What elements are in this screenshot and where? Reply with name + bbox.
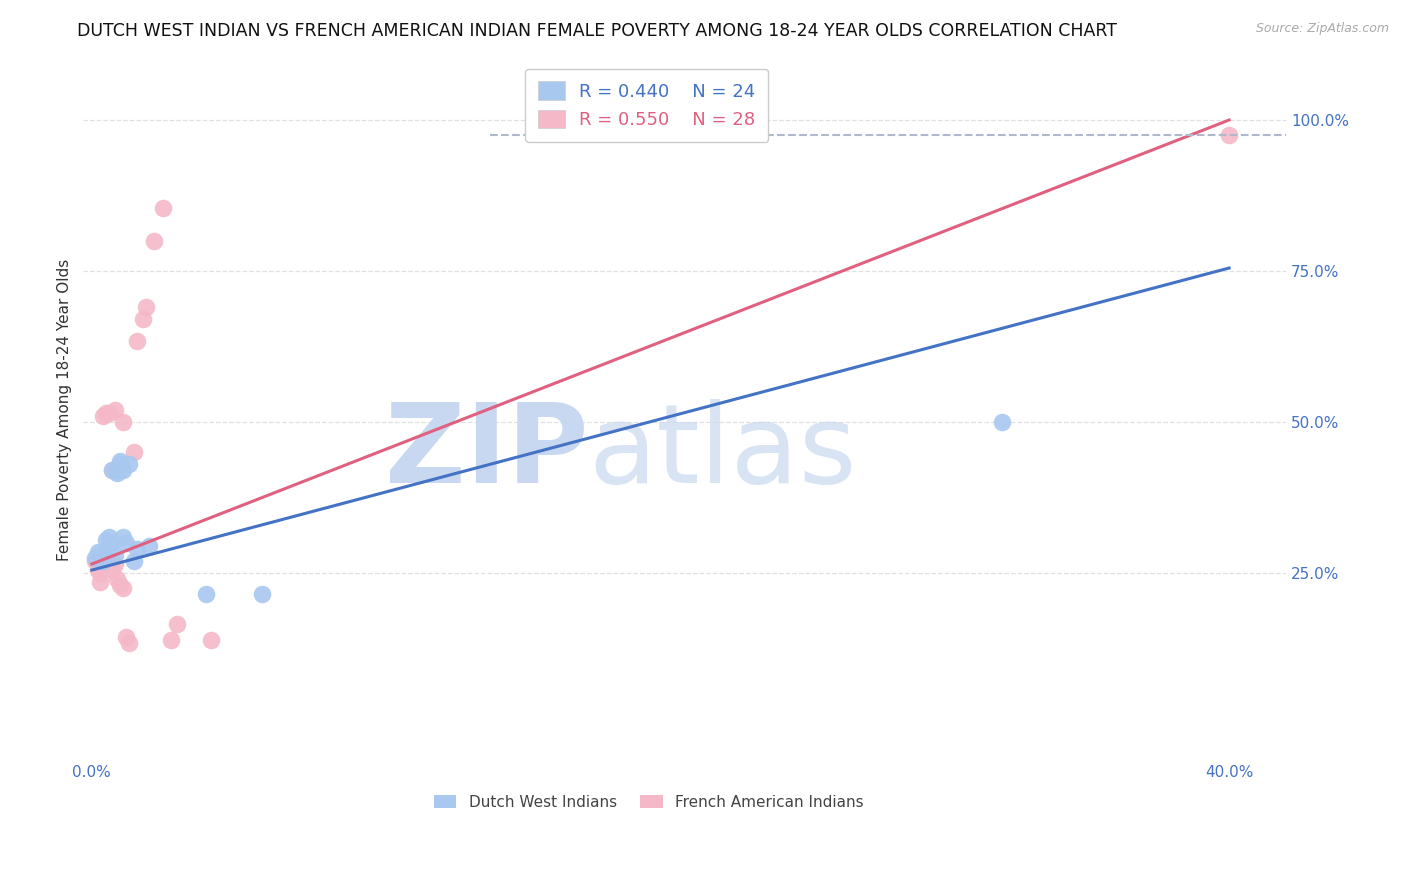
Point (103, 403, 125, 417)
Point (990, 415, 1012, 429)
Point (86, 545, 108, 559)
Point (89, 566, 111, 580)
Point (138, 539, 160, 553)
Point (143, 234, 166, 248)
Point (112, 530, 135, 544)
Point (200, 632, 222, 647)
Point (100, 536, 122, 550)
Point (112, 415, 135, 429)
Point (115, 536, 138, 550)
Point (91, 409, 114, 423)
Point (91, 554, 114, 568)
Point (97, 539, 120, 553)
Y-axis label: Female Poverty Among 18-24 Year Olds: Female Poverty Among 18-24 Year Olds (58, 259, 72, 561)
Point (1218, 128, 1240, 142)
Point (135, 300, 157, 314)
Point (89, 548, 111, 562)
Point (115, 630, 138, 644)
Point (118, 635, 141, 649)
Point (252, 587, 274, 601)
Point (110, 578, 132, 592)
Point (152, 201, 174, 215)
Point (107, 572, 129, 586)
Point (83, 554, 105, 568)
Point (166, 617, 188, 632)
Point (110, 458, 132, 472)
Text: ZIP: ZIP (385, 399, 589, 506)
Point (86, 563, 108, 577)
Point (94, 554, 117, 568)
Point (97, 406, 120, 420)
Point (124, 445, 146, 459)
Text: atlas: atlas (589, 399, 856, 506)
Point (94, 533, 117, 547)
Point (107, 467, 129, 481)
Point (94, 406, 117, 420)
Text: DUTCH WEST INDIAN VS FRENCH AMERICAN INDIAN FEMALE POVERTY AMONG 18-24 YEAR OLDS: DUTCH WEST INDIAN VS FRENCH AMERICAN IND… (77, 22, 1118, 40)
Point (118, 458, 141, 472)
Point (107, 463, 129, 477)
Text: Source: ZipAtlas.com: Source: ZipAtlas.com (1256, 22, 1389, 36)
Point (194, 587, 217, 601)
Point (83, 551, 105, 566)
Point (112, 463, 135, 477)
Legend: Dutch West Indians, French American Indians: Dutch West Indians, French American Indi… (427, 789, 870, 816)
Point (103, 557, 125, 571)
Point (132, 312, 155, 326)
Point (112, 581, 135, 595)
Point (100, 463, 122, 477)
Point (160, 632, 183, 647)
Point (89, 575, 111, 590)
Point (103, 548, 125, 562)
Point (127, 334, 149, 348)
Point (127, 541, 149, 556)
Point (110, 454, 132, 468)
Point (124, 554, 146, 568)
Point (100, 463, 122, 477)
Point (100, 563, 122, 577)
Point (97, 530, 120, 544)
